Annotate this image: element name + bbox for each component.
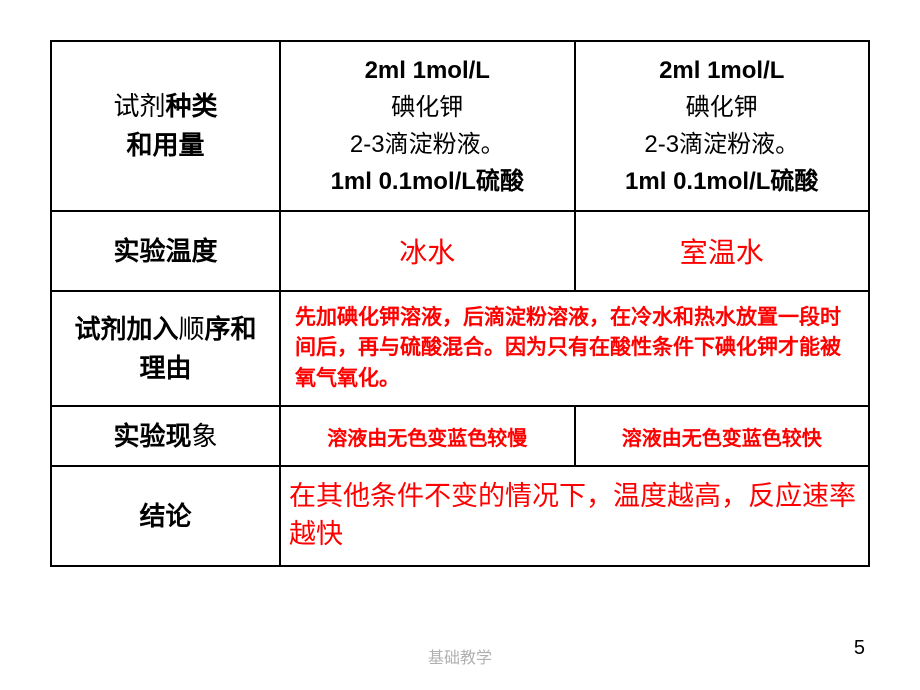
page-number: 5 bbox=[854, 637, 865, 660]
label-reagent-b1: 种类 bbox=[166, 91, 218, 121]
reagent1-l2: 碘化钾 bbox=[293, 89, 561, 126]
reagent1-l3: 2-3滴淀粉液。 bbox=[293, 126, 561, 163]
reagent1-l4: 1ml 0.1mol/L硫酸 bbox=[293, 163, 561, 200]
cell-order-explain: 先加碘化钾溶液，后滴淀粉溶液，在冷水和热水放置一段时间后，再与硫酸混合。因为只有… bbox=[280, 291, 869, 406]
label-phen-p1: 实验 bbox=[113, 421, 165, 451]
reagent2-l3: 2-3滴淀粉液。 bbox=[588, 126, 857, 163]
label-phen-b1: 现 bbox=[166, 421, 192, 451]
reagent2-l4: 1ml 0.1mol/L硫酸 bbox=[588, 163, 857, 200]
order-text: 先加碘化钾溶液，后滴淀粉溶液，在冷水和热水放置一段时间后，再与硫酸混合。因为只有… bbox=[295, 306, 841, 390]
label-order-p2: 顺 bbox=[179, 314, 205, 344]
cell-temp-1: 冰水 bbox=[280, 211, 574, 291]
row-phenomenon: 实验现象 溶液由无色变蓝色较慢 溶液由无色变蓝色较快 bbox=[51, 406, 869, 466]
row-temperature: 实验温度 冰水 室温水 bbox=[51, 211, 869, 291]
cell-reagent-1: 2ml 1mol/L 碘化钾 2-3滴淀粉液。 1ml 0.1mol/L硫酸 bbox=[280, 41, 574, 211]
cell-reagent-2: 2ml 1mol/L 碘化钾 2-3滴淀粉液。 1ml 0.1mol/L硫酸 bbox=[575, 41, 870, 211]
label-reagent-p2: 和用量 bbox=[127, 130, 205, 160]
cell-conclusion: 在其他条件不变的情况下，温度越高，反应速率越快 bbox=[280, 466, 869, 566]
row-reagent: 试剂种类 和用量 2ml 1mol/L 碘化钾 2-3滴淀粉液。 1ml 0.1… bbox=[51, 41, 869, 211]
label-order-p1: 试剂 bbox=[74, 314, 126, 344]
conclusion-text: 在其他条件不变的情况下，温度越高，反应速率越快 bbox=[289, 481, 856, 549]
temp2-text: 室温水 bbox=[588, 231, 857, 271]
label-order-b1: 加入 bbox=[127, 314, 179, 344]
label-reagent: 试剂种类 和用量 bbox=[51, 41, 280, 211]
label-order: 试剂加入顺序和理由 bbox=[51, 291, 280, 406]
cell-temp-2: 室温水 bbox=[575, 211, 870, 291]
footer-watermark: 基础教学 bbox=[428, 644, 492, 668]
reagent1-l1: 2ml 1mol/L bbox=[293, 52, 561, 89]
row-conclusion: 结论 在其他条件不变的情况下，温度越高，反应速率越快 bbox=[51, 466, 869, 566]
phen2-text: 溶液由无色变蓝色较快 bbox=[588, 422, 857, 451]
label-temp-p1: 实验 bbox=[114, 236, 166, 266]
label-phen-p2: 象 bbox=[192, 421, 218, 451]
cell-phen-1: 溶液由无色变蓝色较慢 bbox=[280, 406, 574, 466]
row-order: 试剂加入顺序和理由 先加碘化钾溶液，后滴淀粉溶液，在冷水和热水放置一段时间后，再… bbox=[51, 291, 869, 406]
label-conclusion-text: 结论 bbox=[140, 501, 192, 531]
temp1-text: 冰水 bbox=[293, 231, 561, 271]
phen1-text: 溶液由无色变蓝色较慢 bbox=[293, 422, 561, 451]
label-reagent-p1: 试剂 bbox=[114, 91, 166, 121]
label-temperature: 实验温度 bbox=[51, 211, 280, 291]
label-temp-b1: 温度 bbox=[166, 236, 218, 266]
label-conclusion: 结论 bbox=[51, 466, 280, 566]
reagent2-l2: 碘化钾 bbox=[588, 89, 857, 126]
label-phenomenon: 实验现象 bbox=[51, 406, 280, 466]
reagent2-l1: 2ml 1mol/L bbox=[588, 52, 857, 89]
experiment-table: 试剂种类 和用量 2ml 1mol/L 碘化钾 2-3滴淀粉液。 1ml 0.1… bbox=[50, 40, 870, 567]
cell-phen-2: 溶液由无色变蓝色较快 bbox=[575, 406, 870, 466]
